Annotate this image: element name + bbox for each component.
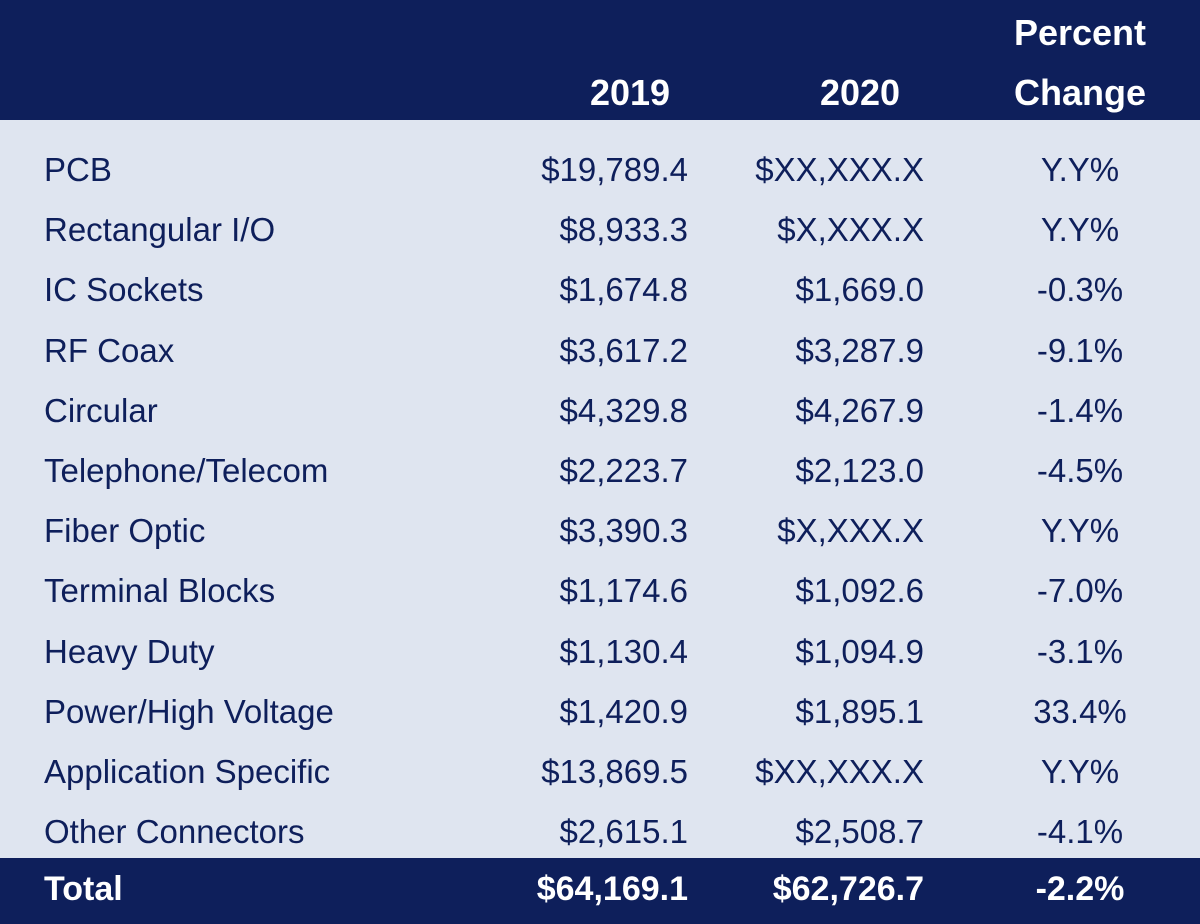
cell-percent-change: -3.1%: [1036, 632, 1124, 670]
cell-2019: $4,329.8: [559, 391, 688, 429]
cell-2019: $19,789.4: [541, 151, 688, 188]
row-label: Telephone/Telecom: [44, 451, 329, 489]
total-2019: $64,169.1: [536, 870, 688, 908]
cell-2019: $3,617.2: [559, 331, 688, 369]
cell-2019: $1,174.6: [559, 572, 688, 610]
cell-2020: $X,XXX.X: [777, 512, 924, 550]
cell-2020: $2,123.0: [795, 451, 924, 489]
cell-percent-change: -9.1%: [1036, 331, 1124, 369]
table-row: Terminal Blocks $1,174.6 $1,092.6 -7.0%: [0, 561, 1200, 621]
cell-percent-change: -1.4%: [1036, 391, 1124, 429]
total-percent-change: -2.2%: [1035, 870, 1125, 908]
cell-percent-change: Y.Y%: [1040, 211, 1120, 249]
table-row: IC Sockets $1,674.8 $1,669.0 -0.3%: [0, 260, 1200, 320]
row-label: Power/High Voltage: [44, 692, 334, 730]
table-row: Application Specific $13,869.5 $XX,XXX.X Y.…: [0, 742, 1200, 802]
table-row: Fiber Optic $3,390.3 $X,XXX.X Y.Y%: [0, 501, 1200, 561]
cell-2020: $2,508.7: [795, 813, 924, 851]
header-percent-line2: Change: [1013, 72, 1146, 113]
cell-2020: $1,094.9: [795, 632, 924, 670]
table-header: 2019 2020 Percent Change: [0, 0, 1200, 120]
cell-2019: $13,869.5: [541, 752, 688, 790]
cell-2019: $2,615.1: [559, 813, 688, 851]
cell-2020: $3,287.9: [795, 331, 924, 369]
cell-2020: $1,669.0: [795, 271, 924, 309]
row-label: Fiber Optic: [44, 512, 206, 550]
row-label: Other Connectors: [44, 813, 305, 851]
table-row: Rectangular I/O $8,933.3 $X,XXX.X Y.Y%: [0, 200, 1200, 260]
cell-2020: $XX,XXX.X: [755, 151, 924, 188]
table-row: PCB $19,789.4 $XX,XXX.X Y.Y%: [0, 140, 1200, 200]
cell-percent-change: Y.Y%: [1040, 512, 1120, 550]
cell-2019: $8,933.3: [559, 211, 688, 249]
row-label: Heavy Duty: [44, 632, 215, 670]
table-row: Telephone/Telecom $2,223.7 $2,123.0 -4.5%: [0, 441, 1200, 501]
cell-2019: $3,390.3: [559, 512, 688, 550]
total-row: Total $64,169.1 $62,726.7 -2.2%: [0, 858, 1200, 924]
cell-percent-change: -0.3%: [1036, 271, 1124, 309]
row-label: Terminal Blocks: [44, 572, 276, 610]
cell-2020: $1,092.6: [795, 572, 924, 610]
row-label: PCB: [44, 151, 112, 188]
row-label: Rectangular I/O: [44, 211, 276, 249]
cell-2020: $XX,XXX.X: [755, 752, 924, 790]
table-row: Heavy Duty $1,130.4 $1,094.9 -3.1%: [0, 622, 1200, 682]
header-2019: 2019: [589, 72, 671, 113]
total-label: Total: [44, 870, 123, 908]
table-body: PCB $19,789.4 $XX,XXX.X Y.Y% Rectangular I/O…: [0, 140, 1200, 862]
cell-percent-change: -4.5%: [1036, 451, 1124, 489]
total-2020: $62,726.7: [772, 870, 924, 908]
cell-percent-change: Y.Y%: [1040, 151, 1120, 188]
cell-2020: $X,XXX.X: [777, 211, 924, 249]
table-row: RF Coax $3,617.2 $3,287.9 -9.1%: [0, 321, 1200, 381]
header-2020: 2020: [819, 72, 901, 113]
table-row: Power/High Voltage $1,420.9 $1,895.1 33.4%: [0, 682, 1200, 742]
table-row: Circular $4,329.8 $4,267.9 -1.4%: [0, 381, 1200, 441]
row-label: Circular: [44, 391, 158, 429]
header-percent-line1: Percent: [1013, 12, 1147, 53]
cell-2019: $1,420.9: [559, 692, 688, 730]
cell-2019: $1,130.4: [559, 632, 688, 670]
cell-2019: $1,674.8: [559, 271, 688, 309]
row-label: Application Specific: [44, 752, 331, 790]
cell-percent-change: 33.4%: [1033, 692, 1127, 730]
cell-percent-change: -4.1%: [1036, 813, 1124, 851]
cell-percent-change: -7.0%: [1036, 572, 1124, 610]
cell-percent-change: Y.Y%: [1040, 752, 1120, 790]
row-label: IC Sockets: [44, 271, 204, 309]
cell-2019: $2,223.7: [559, 451, 688, 489]
cell-2020: $1,895.1: [795, 692, 924, 730]
cell-2020: $4,267.9: [795, 391, 924, 429]
row-label: RF Coax: [44, 331, 175, 369]
table-row: Other Connectors $2,615.1 $2,508.7 -4.1%: [0, 802, 1200, 862]
